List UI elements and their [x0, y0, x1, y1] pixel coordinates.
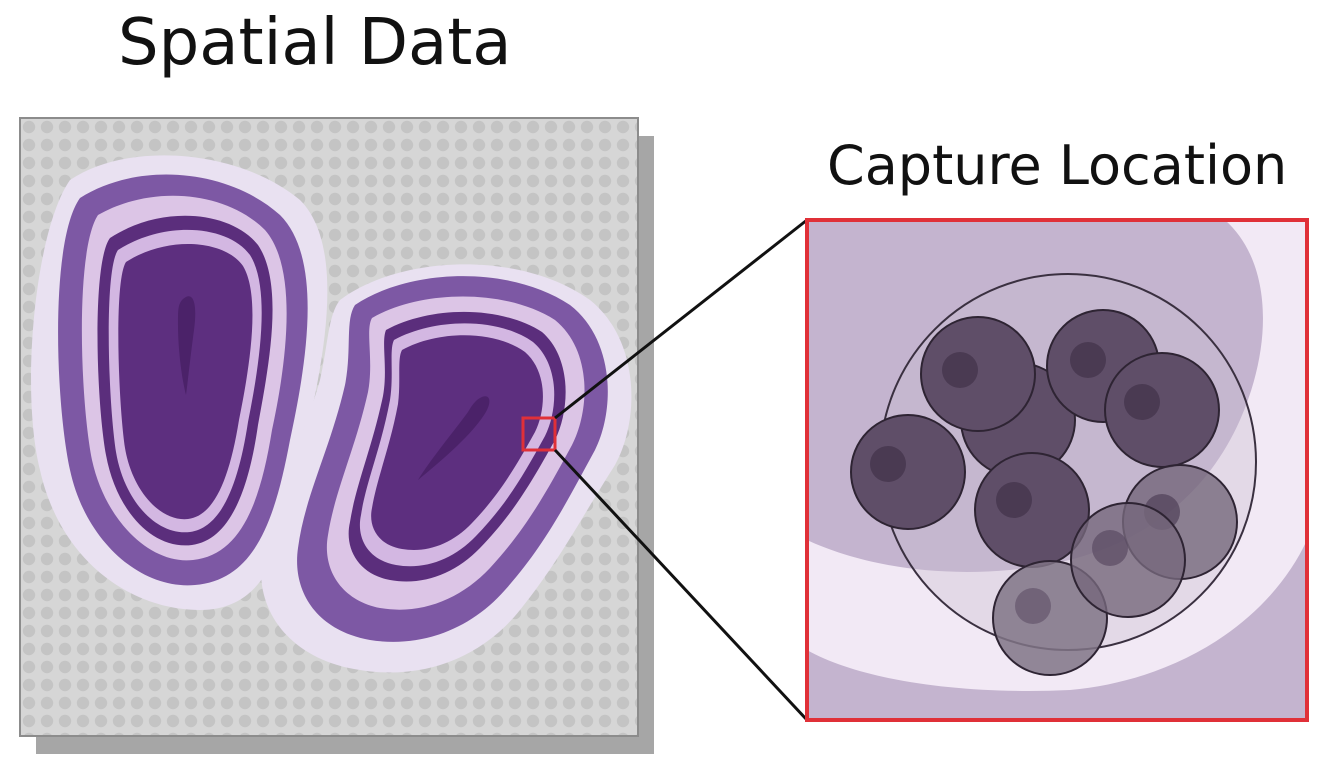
spatial-data-title: Spatial Data [118, 6, 512, 80]
capture-location-zoom [807, 220, 1307, 720]
tissue-section-right [261, 264, 632, 673]
zoom-line-bottom [553, 448, 809, 722]
cells-faded [992, 464, 1238, 676]
capture-location-title: Capture Location [827, 134, 1288, 197]
capture-spot-highlight [521, 416, 557, 452]
capture-location-frame [805, 218, 1309, 722]
zoom-line-top [554, 218, 808, 420]
tissue-section-left [31, 155, 328, 610]
cells-dark [850, 309, 1220, 568]
